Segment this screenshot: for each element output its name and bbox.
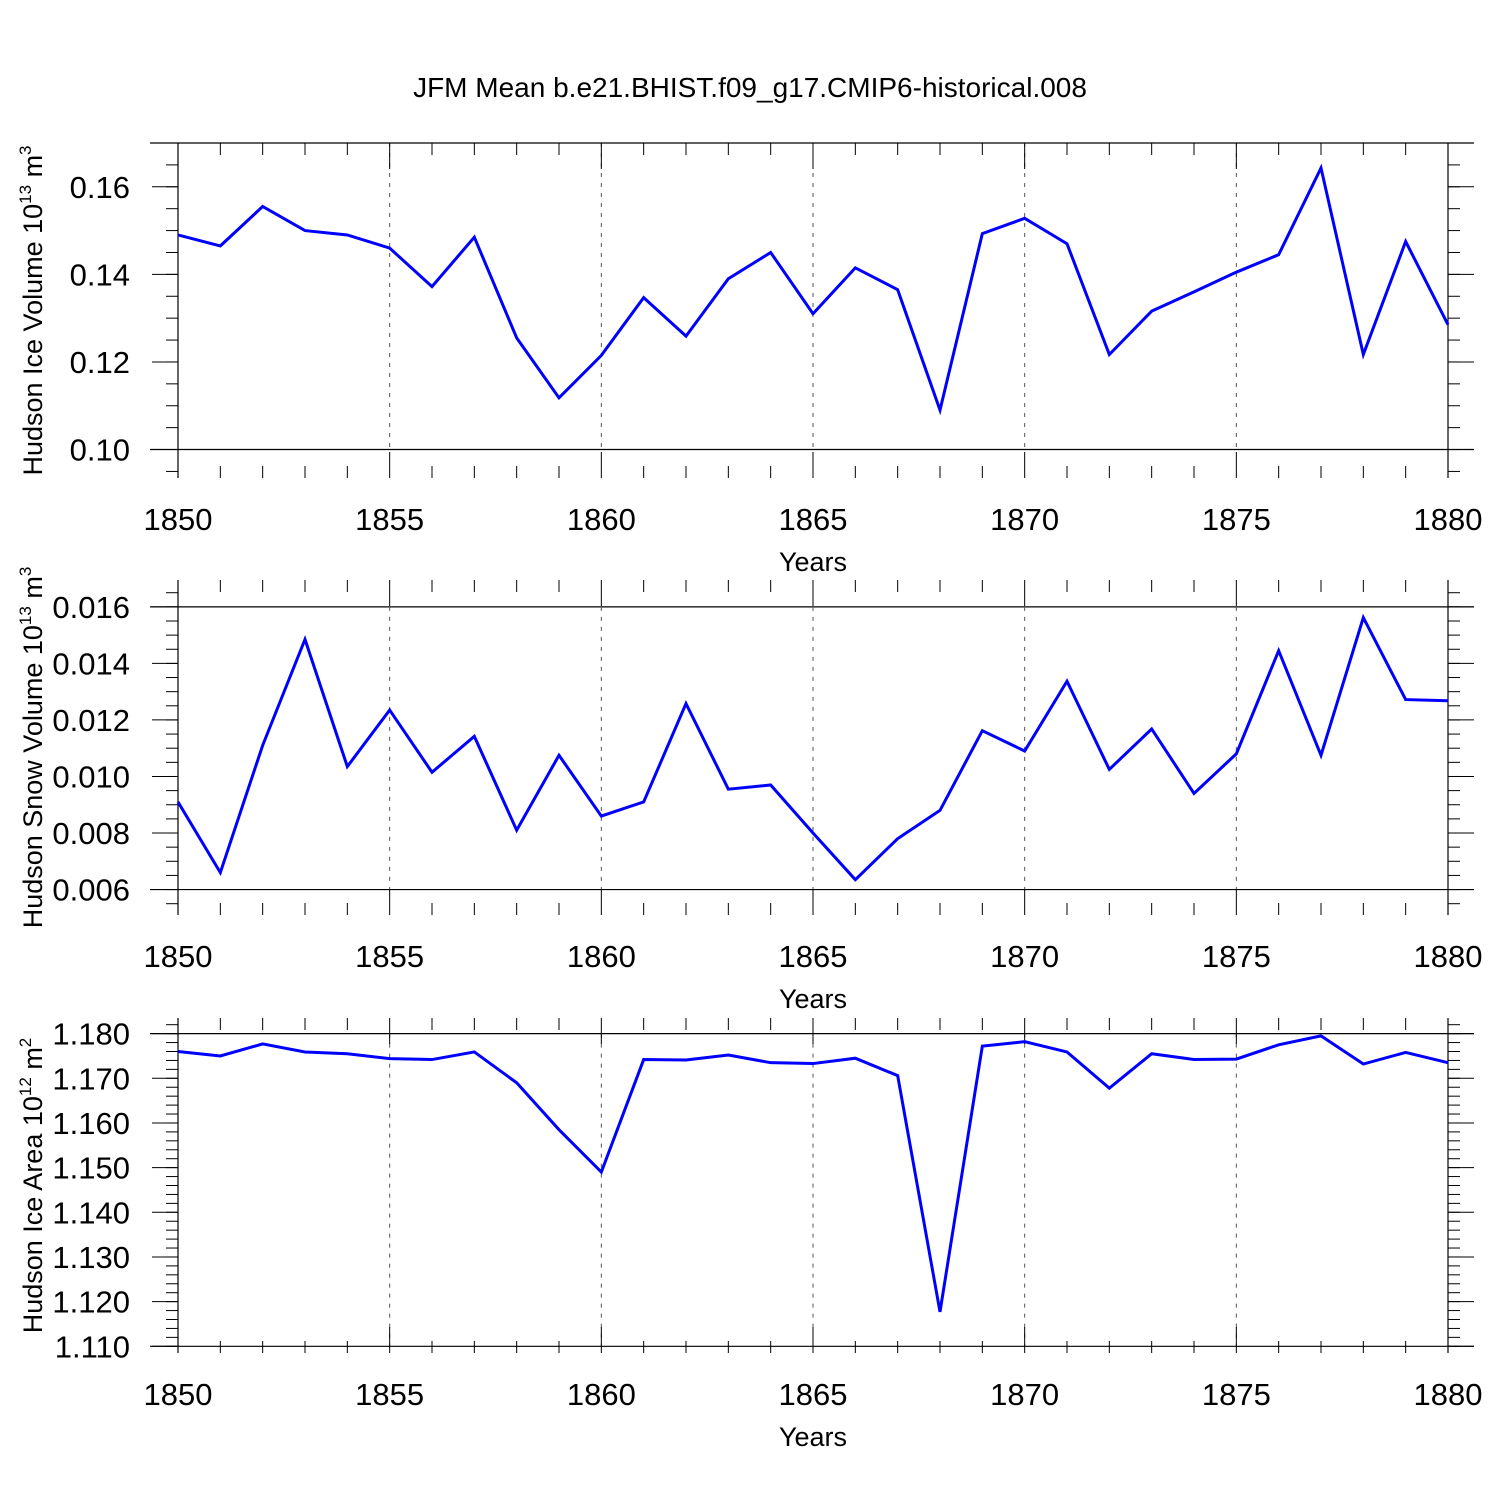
y-axis-label-exponent: 13 (16, 185, 35, 204)
y-tick-label: 0.14 (70, 257, 130, 292)
x-tick-label: 1875 (1202, 1377, 1271, 1412)
y-tick-label: 0.10 (70, 433, 130, 468)
x-tick-label: 1880 (1414, 1377, 1483, 1412)
y-axis-label: Hudson Ice Area 1012 m2 (16, 1038, 48, 1334)
y-tick-label: 0.008 (52, 816, 130, 851)
panel-ice-area: 1.110 1.120 1.130 1.140 1.150 1.160 1.170 1.180… (16, 1017, 1482, 1452)
y-tick-label: 0.016 (52, 590, 130, 625)
y-axis-label-text: Hudson Snow Volume 10 (18, 625, 48, 928)
x-tick-label: 1865 (779, 1377, 848, 1412)
x-tick-label: 1870 (990, 1377, 1059, 1412)
x-tick-label: 1870 (990, 502, 1059, 537)
y-tick-label: 1.140 (52, 1195, 130, 1230)
x-axis-label: Years (779, 547, 847, 577)
x-tick-label: 1860 (567, 502, 636, 537)
y-tick-label: 0.010 (52, 759, 130, 794)
y-axis-label-unit: m (18, 155, 48, 185)
x-tick-label: 1865 (779, 502, 848, 537)
y-axis-label-unit-exponent: 2 (16, 1038, 35, 1047)
y-tick-label: 1.160 (52, 1106, 130, 1141)
y-axis-label-unit-exponent: 3 (16, 145, 35, 154)
x-tick-label: 1850 (144, 502, 213, 537)
y-axis-label-exponent: 12 (16, 1077, 35, 1096)
y-tick-label: 0.006 (52, 873, 130, 908)
y-tick-label: 1.130 (52, 1240, 130, 1275)
y-tick-label: 0.012 (52, 703, 130, 738)
y-axis-label-exponent: 13 (16, 606, 35, 625)
x-tick-label: 1865 (779, 939, 848, 974)
y-axis-label-unit: m (18, 576, 48, 606)
panel-ice-volume: 0.10 0.12 0.14 0.16 1850 1855 1860 1865 1870 1875… (16, 143, 1482, 577)
y-axis-label: Hudson Ice Volume 1013 m3 (16, 145, 48, 475)
x-tick-label: 1850 (144, 939, 213, 974)
y-tick-label: 0.12 (70, 345, 130, 380)
y-tick-label: 1.170 (52, 1061, 130, 1096)
x-tick-label: 1850 (144, 1377, 213, 1412)
y-axis-label-unit-exponent: 3 (16, 567, 35, 576)
y-tick-label: 1.180 (52, 1017, 130, 1052)
x-tick-label: 1855 (355, 939, 424, 974)
y-axis-label-text: Hudson Ice Area 10 (18, 1096, 48, 1333)
x-tick-label: 1855 (355, 502, 424, 537)
x-tick-label: 1880 (1414, 502, 1483, 537)
x-axis-label: Years (779, 1422, 847, 1452)
y-tick-label: 1.150 (52, 1151, 130, 1186)
x-tick-label: 1875 (1202, 502, 1271, 537)
y-tick-label: 1.120 (52, 1285, 130, 1320)
x-tick-label: 1870 (990, 939, 1059, 974)
panel-snow-volume: 0.006 0.008 0.010 0.012 0.014 0.016 1850 1855 18… (16, 567, 1482, 1014)
x-tick-label: 1860 (567, 1377, 636, 1412)
y-tick-label: 0.16 (70, 170, 130, 205)
y-tick-label: 0.014 (52, 646, 130, 681)
x-tick-label: 1875 (1202, 939, 1271, 974)
chart-title: JFM Mean b.e21.BHIST.f09_g17.CMIP6-histo… (413, 72, 1087, 103)
y-tick-label: 1.110 (55, 1329, 130, 1364)
x-tick-label: 1860 (567, 939, 636, 974)
y-axis-label-text: Hudson Ice Volume 10 (18, 204, 48, 476)
chart-panels: 0.10 0.12 0.14 0.16 1850 1855 1860 1865 1870 1875… (16, 143, 1482, 1452)
x-tick-label: 1855 (355, 1377, 424, 1412)
y-axis-label: Hudson Snow Volume 1013 m3 (16, 567, 48, 929)
x-tick-label: 1880 (1414, 939, 1483, 974)
y-axis-label-unit: m (18, 1047, 48, 1077)
x-axis-label: Years (779, 984, 847, 1014)
